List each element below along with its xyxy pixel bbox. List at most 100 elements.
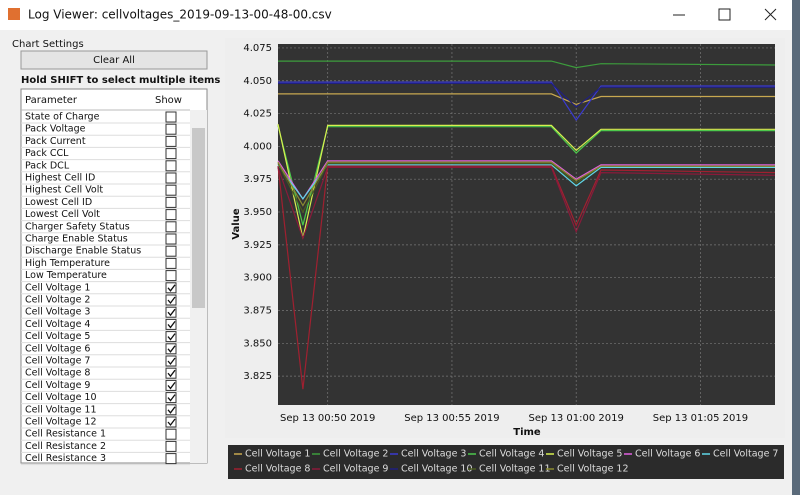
parameter-name: Cell Voltage 1 — [25, 282, 90, 293]
window-title: Log Viewer: cellvoltages_2019-09-13-00-4… — [28, 8, 332, 22]
legend-label: Cell Voltage 6 — [635, 449, 700, 460]
clear-all-label: Clear All — [93, 55, 135, 66]
checkbox[interactable] — [165, 196, 177, 208]
checkbox[interactable] — [165, 355, 177, 367]
parameter-name: Discharge Enable Status — [25, 246, 141, 257]
plot-area — [278, 44, 775, 405]
checkbox[interactable] — [165, 184, 177, 196]
checkbox[interactable] — [165, 282, 177, 294]
checkbox[interactable] — [165, 245, 177, 257]
y-tick-label: 3.925 — [243, 240, 272, 251]
series-line — [277, 125, 775, 226]
checkmark — [167, 357, 176, 366]
parameter-name: Cell Resistance 3 — [25, 453, 106, 464]
checkbox[interactable] — [165, 294, 177, 306]
parameter-name: State of Charge — [25, 112, 100, 123]
checkbox[interactable] — [165, 367, 177, 379]
y-tick-label: 4.025 — [243, 109, 272, 120]
parameter-name: Cell Resistance 1 — [25, 429, 106, 440]
parameter-name: Pack DCL — [25, 160, 70, 171]
checkbox[interactable] — [165, 270, 177, 282]
series-line — [277, 165, 776, 390]
legend-label: Cell Voltage 4 — [479, 449, 544, 460]
checkbox[interactable] — [165, 379, 177, 391]
y-tick-label: 3.850 — [243, 338, 272, 349]
checkbox[interactable] — [165, 160, 177, 172]
scrollbar-thumb[interactable] — [192, 128, 205, 308]
clear-all-button[interactable] — [20, 50, 208, 70]
y-tick-label: 3.900 — [243, 273, 272, 284]
parameter-name: Lowest Cell Volt — [25, 209, 100, 220]
checkbox[interactable] — [165, 440, 177, 452]
checkbox[interactable] — [165, 428, 177, 440]
y-axis-label: Value — [231, 208, 242, 239]
checkmark — [167, 406, 176, 414]
checkbox[interactable] — [165, 306, 177, 318]
checkbox[interactable] — [165, 257, 177, 269]
checkbox[interactable] — [165, 416, 177, 428]
x-tick-label: Sep 13 01:05 2019 — [653, 413, 748, 424]
title-bar — [0, 0, 792, 30]
parameter-name: Pack Voltage — [25, 124, 86, 135]
checkmark — [167, 418, 176, 427]
checkbox[interactable] — [165, 148, 177, 160]
legend-label: Cell Voltage 8 — [245, 464, 310, 475]
series-line — [278, 82, 775, 108]
parameter-name: Cell Voltage 7 — [25, 356, 90, 367]
checkbox[interactable] — [165, 331, 177, 343]
parameter-name: Cell Resistance 2 — [25, 441, 106, 452]
checkmark — [167, 296, 176, 305]
checkmark — [167, 333, 176, 341]
checkbox[interactable] — [165, 318, 177, 330]
close-button[interactable] — [764, 8, 777, 21]
parameter-name: Cell Voltage 2 — [25, 295, 90, 306]
parameter-name: Cell Voltage 9 — [25, 380, 90, 391]
parameter-name: Cell Voltage 3 — [25, 307, 90, 318]
checkbox[interactable] — [165, 209, 177, 221]
checkmark — [167, 321, 176, 329]
parameter-name: Highest Cell Volt — [25, 185, 103, 196]
parameter-name: Cell Voltage 5 — [25, 331, 90, 342]
checkmark — [167, 308, 176, 317]
checkbox[interactable] — [165, 172, 177, 184]
x-tick-label: Sep 13 00:50 2019 — [280, 413, 375, 424]
legend-label: Cell Voltage 11 — [479, 464, 551, 475]
settings-heading: Chart Settings — [12, 39, 84, 50]
checkmark — [167, 284, 176, 292]
parameter-name: Cell Voltage 8 — [25, 368, 90, 379]
column-header: Parameter — [25, 95, 78, 106]
legend-label: Cell Voltage 9 — [323, 464, 388, 475]
checkbox[interactable] — [165, 221, 177, 233]
legend-label: Cell Voltage 1 — [245, 449, 310, 460]
checkbox[interactable] — [165, 135, 177, 147]
series-line — [278, 60, 776, 69]
checkbox[interactable] — [165, 453, 177, 465]
parameter-name: Low Temperature — [25, 270, 107, 281]
legend-label: Cell Voltage 7 — [713, 449, 778, 460]
parameter-name: High Temperature — [25, 258, 110, 269]
y-tick-label: 3.825 — [243, 371, 272, 382]
checkbox[interactable] — [165, 111, 177, 123]
parameter-name: Cell Voltage 11 — [25, 404, 97, 415]
checkmark — [167, 394, 176, 402]
hint: Hold SHIFT to select multiple items — [21, 75, 220, 86]
legend-label: Cell Voltage 3 — [401, 449, 466, 460]
maximize-button[interactable] — [718, 8, 731, 21]
checkbox[interactable] — [165, 123, 177, 135]
legend-label: Cell Voltage 2 — [323, 449, 388, 460]
legend — [228, 445, 784, 479]
x-tick-label: Sep 13 00:55 2019 — [404, 413, 499, 424]
column-header: Show — [155, 95, 182, 106]
y-tick-label: 4.000 — [243, 141, 272, 152]
checkbox[interactable] — [165, 392, 177, 404]
parameter-name: Cell Voltage 6 — [25, 343, 90, 354]
checkbox[interactable] — [165, 233, 177, 245]
series-line — [277, 166, 776, 241]
x-tick-label: Sep 13 01:00 2019 — [529, 413, 624, 424]
parameter-name: Charge Enable Status — [25, 234, 128, 245]
checkbox[interactable] — [165, 404, 177, 416]
checkbox[interactable] — [165, 343, 177, 355]
y-tick-label: 3.950 — [243, 207, 272, 218]
